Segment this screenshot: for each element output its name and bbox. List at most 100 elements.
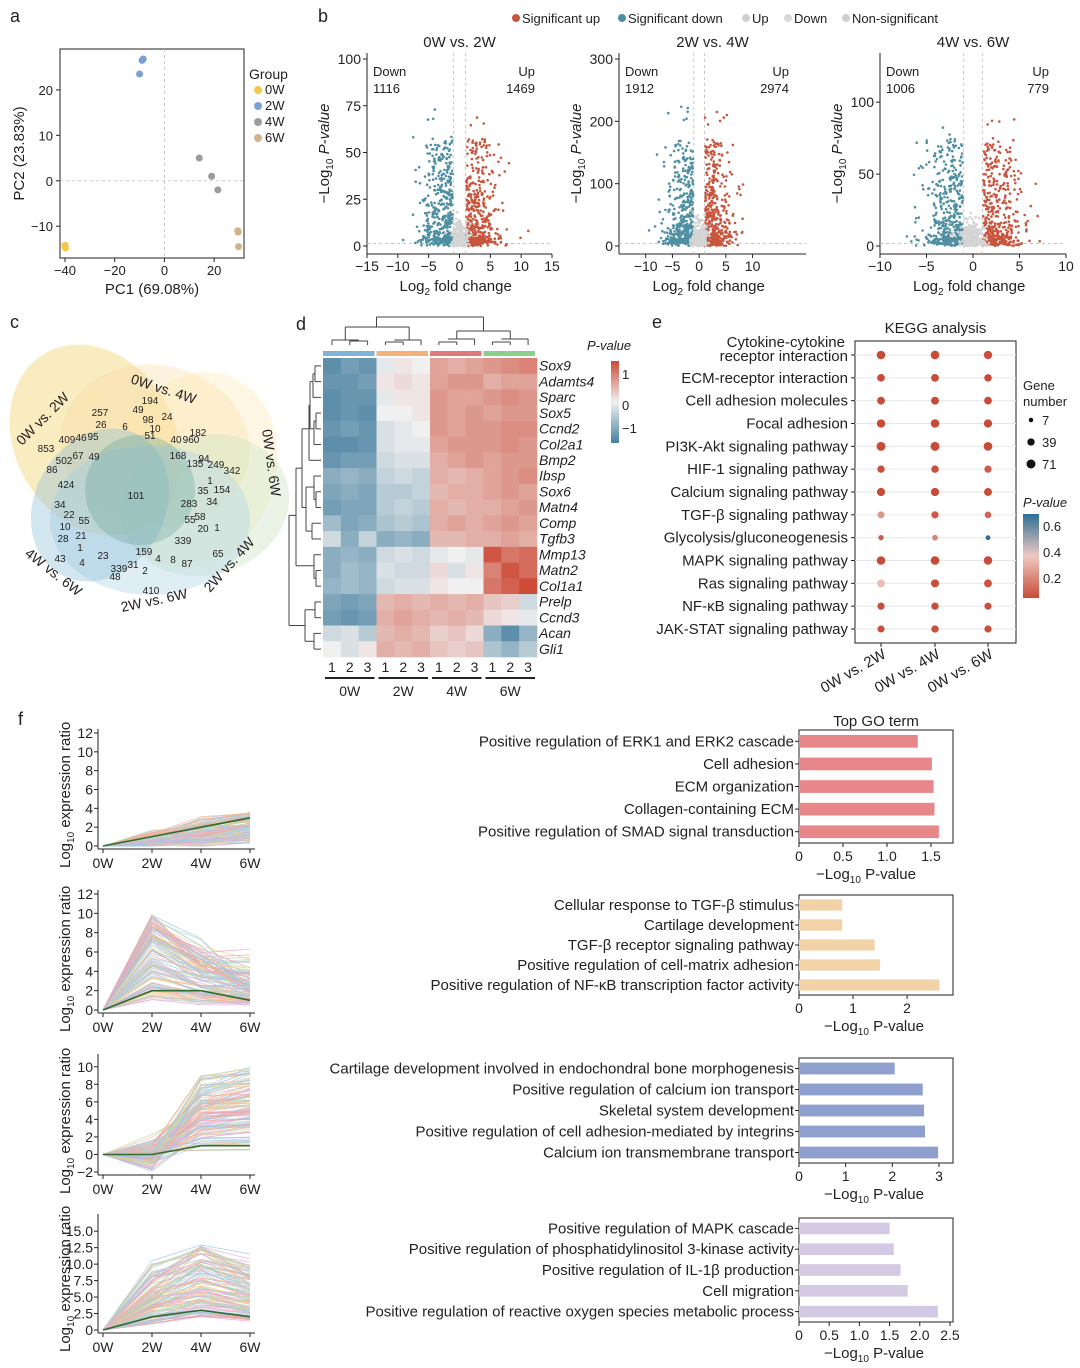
volcano-point: [913, 235, 916, 238]
volcano-point: [682, 192, 686, 195]
volcano-point: [714, 227, 718, 230]
volcano-point: [683, 201, 687, 204]
volcano-point: [706, 173, 709, 177]
heatmap-cell: [323, 436, 342, 453]
volcano-point: [438, 188, 441, 191]
volcano-point: [484, 166, 488, 169]
volcano-point-ns: [460, 227, 464, 230]
volcano-point: [708, 180, 711, 184]
volcano-point: [673, 230, 676, 233]
kegg-dot: [930, 579, 940, 588]
volcano-point: [958, 215, 961, 219]
volcano-point: [679, 139, 682, 143]
heatmap-cell: [394, 546, 413, 563]
volcano-point: [957, 192, 960, 196]
heatmap-cell: [412, 436, 431, 453]
trend-ylabel-text: Log10 expression ratio: [57, 886, 77, 1032]
volcano-1: 2W vs. 4W−10 −5 0 5 100100200300Down1912Up29…: [568, 34, 806, 298]
volcano-point: [486, 226, 490, 229]
volcano-point: [715, 241, 718, 244]
trend-xtick-label: 2W: [142, 855, 164, 871]
volcano-down-label: Down: [625, 64, 658, 79]
volcano-point-ns: [708, 234, 711, 238]
heatmap-cell: [412, 609, 431, 626]
go-term-label: Positive regulation of calcium ion trans…: [512, 1082, 795, 1099]
trend-ytick-label: 2: [85, 1129, 93, 1145]
volcano-point: [949, 140, 952, 144]
volcano-point: [986, 175, 990, 179]
volcano-point: [931, 241, 934, 244]
venn-count: 182: [190, 428, 207, 439]
volcano-point: [933, 188, 936, 191]
heatmap-group-bar: [483, 351, 535, 356]
volcano-point: [998, 145, 1002, 148]
volcano-point: [482, 202, 486, 205]
volcano-point: [475, 193, 479, 197]
heatmap-cell: [323, 483, 342, 500]
heatmap-cell: [447, 483, 466, 500]
volcano-point: [446, 152, 449, 156]
volcano-point: [428, 179, 431, 182]
volcano-point: [432, 117, 435, 121]
volcano-point: [942, 224, 946, 228]
volcano-point: [481, 137, 484, 141]
volcano-point: [941, 178, 945, 182]
volcano-point: [959, 196, 962, 199]
volcano-point: [469, 227, 473, 230]
volcano-point: [691, 225, 694, 228]
volcano-point: [477, 179, 481, 182]
volcano-point: [712, 236, 715, 239]
volcano-xtick-label: 5: [1016, 258, 1024, 274]
volcano-point: [722, 116, 726, 119]
volcano-point: [505, 242, 508, 246]
heatmap-cell: [394, 562, 413, 579]
volcano-ylabel: −Log10 P-value: [829, 104, 849, 204]
volcano-point: [927, 187, 930, 190]
volcano-point: [449, 203, 452, 207]
volcano-point: [716, 227, 720, 231]
volcano-point: [480, 217, 484, 221]
volcano-point: [479, 241, 482, 244]
volcano-point: [733, 230, 736, 234]
volcano-point: [426, 217, 430, 221]
go-xtick-label: 2: [888, 1168, 896, 1184]
volcano-point: [999, 184, 1003, 188]
trend-line: [102, 1260, 251, 1331]
label-sub: 10: [577, 158, 588, 170]
go-panel-1: Cellular response to TGF-β stimulusCarti…: [431, 894, 954, 1038]
volcano-point: [987, 228, 991, 231]
volcano-point: [465, 181, 469, 184]
volcano-point: [982, 182, 986, 185]
volcano-point-ns: [703, 230, 707, 233]
volcano-point: [1004, 159, 1008, 162]
volcano-point: [1036, 214, 1039, 218]
volcano-point: [1004, 221, 1007, 224]
trend-mean-line: [102, 1309, 251, 1331]
volcano-point-ns: [961, 238, 965, 241]
volcano-point: [741, 217, 744, 220]
kegg-dot: [930, 556, 940, 565]
go-bar: [799, 1285, 908, 1297]
volcano-point: [719, 142, 723, 145]
volcano-ytick-label: 100: [590, 176, 614, 192]
venn-count: 43: [54, 554, 66, 565]
volcano-point: [440, 217, 444, 221]
trend-ylabel: Log10 expression ratio: [57, 722, 77, 868]
heatmap-cell: [447, 594, 466, 611]
volcano-point-ns: [981, 217, 984, 221]
volcano-point: [992, 234, 996, 237]
volcano-point: [430, 225, 434, 228]
volcano-point: [733, 221, 737, 225]
volcano-point-ns: [461, 233, 465, 236]
go-term-label: TGF-β receptor signaling pathway: [568, 937, 795, 954]
volcano-point: [996, 210, 1000, 214]
panel-label-b: b: [318, 6, 328, 26]
volcano-point-ns: [454, 243, 458, 246]
volcano-point: [990, 242, 993, 245]
heatmap-group-bar: [430, 351, 482, 356]
volcano-point: [675, 187, 679, 191]
heatmap-cell: [376, 483, 395, 500]
volcano-point: [1025, 229, 1028, 233]
volcano-ylabel-text: −Log10 P-value: [829, 104, 849, 204]
volcano-point: [998, 225, 1001, 229]
